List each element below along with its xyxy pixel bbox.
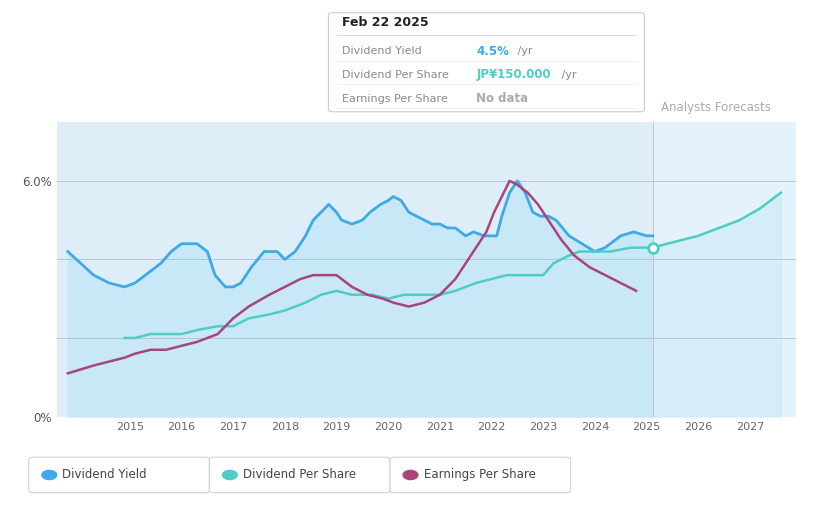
Text: Earnings Per Share: Earnings Per Share [424,468,535,482]
Text: Dividend Per Share: Dividend Per Share [342,70,449,80]
Text: JP¥150.000: JP¥150.000 [476,69,551,81]
Text: Dividend Yield: Dividend Yield [62,468,147,482]
Text: Analysts Forecasts: Analysts Forecasts [661,101,771,114]
Text: /yr: /yr [514,46,533,56]
Text: Dividend Per Share: Dividend Per Share [243,468,356,482]
Text: Dividend Yield: Dividend Yield [342,46,422,56]
Text: No data: No data [476,92,528,105]
Bar [653,122,796,417]
Text: /yr: /yr [558,70,577,80]
Text: 4.5%: 4.5% [476,45,509,57]
Text: Past: Past [620,101,644,114]
Text: Earnings Per Share: Earnings Per Share [342,93,448,104]
Text: Feb 22 2025: Feb 22 2025 [342,16,429,29]
